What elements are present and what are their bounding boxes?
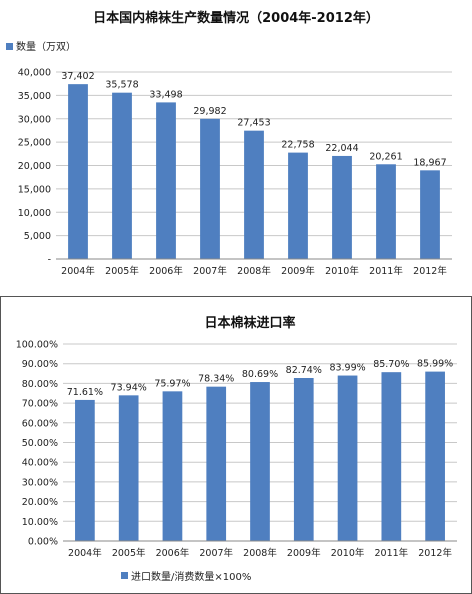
- c1-x-tick: 2008年: [237, 265, 271, 277]
- c1-x-tick: 2011年: [369, 265, 403, 277]
- c2-y-tick: 30.00%: [22, 477, 58, 488]
- c2-x-tick: 2008年: [243, 547, 277, 559]
- c1-x-tick: 2004年: [61, 265, 95, 277]
- c1-bar: [420, 170, 440, 259]
- c2-x-tick: 2006年: [156, 547, 190, 559]
- c2-bar: [293, 378, 314, 541]
- c2-data-label: 75.97%: [154, 378, 190, 389]
- c1-x-tick: 2012年: [413, 265, 447, 277]
- c1-data-label: 18,967: [413, 157, 446, 168]
- c1-data-label: 35,578: [105, 80, 138, 91]
- chart2-data-labels: 71.61% 73.94% 75.97% 78.34% 80.69% 82.74% 83.9…: [67, 359, 453, 398]
- chart-production: 日本国内棉袜生产数量情况（2004年-2012年） 数量（万双） - 5,000 1…: [6, 10, 452, 277]
- c1-data-label: 20,261: [369, 151, 402, 162]
- c2-bar: [162, 391, 183, 541]
- c1-y-tick: 25,000: [18, 138, 51, 149]
- c2-x-tick: 2010年: [331, 547, 365, 559]
- c2-data-label: 73.94%: [111, 382, 147, 393]
- c2-data-label: 83.99%: [329, 363, 365, 374]
- c1-y-tick: 30,000: [18, 114, 51, 125]
- chart2-bars: [75, 371, 445, 541]
- c2-y-tick: 70.00%: [22, 399, 58, 410]
- c1-bar: [288, 152, 308, 259]
- chart1-y-tick-labels: - 5,000 10,000 15,000 20,000 25,000 30,000 35,0…: [18, 68, 51, 266]
- c1-bar: [200, 118, 220, 259]
- c2-bar: [337, 375, 358, 541]
- c2-x-tick: 2009年: [287, 547, 321, 559]
- c1-y-tick: 35,000: [18, 91, 51, 102]
- c2-y-tick: 40.00%: [22, 458, 58, 469]
- c1-x-tick: 2005年: [105, 265, 139, 277]
- chart1-legend: 数量（万双）: [6, 40, 76, 53]
- c1-x-tick: 2010年: [325, 265, 359, 277]
- chart1-legend-label: 数量（万双）: [16, 40, 76, 53]
- c1-data-label: 27,453: [237, 118, 270, 129]
- chart2-legend: 进口数量/消费数量×100%: [121, 570, 251, 583]
- c1-x-tick: 2009年: [281, 265, 315, 277]
- c2-bar: [206, 386, 227, 541]
- chart2-legend-label: 进口数量/消费数量×100%: [131, 570, 251, 583]
- c1-y-tick: -: [48, 255, 51, 266]
- c2-bar: [425, 371, 445, 541]
- c1-bar: [156, 102, 176, 259]
- c2-y-tick: 100.00%: [16, 340, 58, 351]
- c2-y-tick: 50.00%: [22, 438, 58, 449]
- c2-data-label: 78.34%: [198, 374, 234, 385]
- c1-data-label: 29,982: [193, 106, 226, 117]
- chart2-x-tick-labels: 2004年 2005年 2006年 2007年 2008年 2009年 2010年 2011年…: [68, 547, 452, 559]
- c1-bar: [112, 92, 132, 259]
- c1-y-tick: 40,000: [18, 68, 51, 79]
- c1-y-tick: 5,000: [24, 231, 51, 242]
- c1-x-tick: 2006年: [149, 265, 183, 277]
- c2-data-label: 85.70%: [373, 359, 409, 370]
- c1-x-tick: 2007年: [193, 265, 227, 277]
- c2-bar: [118, 395, 139, 541]
- c1-y-tick: 10,000: [18, 208, 51, 219]
- c2-y-tick: 90.00%: [22, 359, 58, 370]
- c1-y-tick: 20,000: [18, 161, 51, 172]
- c2-x-tick: 2004年: [68, 547, 102, 559]
- c1-data-label: 33,498: [149, 89, 182, 100]
- c1-bar: [376, 164, 396, 259]
- chart1-title: 日本国内棉袜生产数量情况（2004年-2012年）: [93, 10, 379, 26]
- chart1-legend-swatch: [6, 43, 13, 50]
- c2-bar: [381, 372, 402, 541]
- c1-data-label: 22,758: [281, 140, 314, 151]
- chart1-bars: [68, 84, 440, 259]
- c2-y-tick: 80.00%: [22, 379, 58, 390]
- chart1-x-tick-labels: 2004年 2005年 2006年 2007年 2008年 2009年 2010年 2011年…: [61, 265, 447, 277]
- c2-y-tick: 0.00%: [28, 537, 58, 548]
- c1-data-label: 22,044: [325, 143, 358, 154]
- c2-data-label: 71.61%: [67, 387, 103, 398]
- c2-bar: [250, 382, 270, 541]
- chart2-title: 日本棉袜进口率: [204, 315, 295, 331]
- c1-bar: [244, 130, 264, 259]
- chart2-y-tick-labels: 0.00% 10.00% 20.00% 30.00% 40.00% 50.00% 60.00…: [16, 340, 58, 548]
- c1-data-label: 37,402: [61, 71, 94, 82]
- c2-x-tick: 2005年: [112, 547, 146, 559]
- chart1-data-labels: 37,402 35,578 33,498 29,982 27,453 22,758 22,0…: [61, 71, 446, 168]
- c2-x-tick: 2012年: [418, 547, 452, 559]
- c2-data-label: 85.99%: [417, 359, 453, 370]
- c2-x-tick: 2011年: [374, 547, 408, 559]
- c2-y-tick: 10.00%: [22, 517, 58, 528]
- c1-y-tick: 15,000: [18, 184, 51, 195]
- chart2-legend-swatch: [121, 572, 128, 579]
- chart-import-rate: 日本棉袜进口率 0.00% 10.00% 20.00% 30.00% 40.00% 50.…: [16, 315, 457, 583]
- c2-bar: [75, 399, 95, 541]
- c2-y-tick: 60.00%: [22, 418, 58, 429]
- c1-bar: [68, 84, 88, 259]
- c2-data-label: 80.69%: [242, 369, 278, 380]
- c1-bar: [332, 155, 352, 259]
- c2-y-tick: 20.00%: [22, 497, 58, 508]
- c2-data-label: 82.74%: [286, 365, 322, 376]
- c2-x-tick: 2007年: [199, 547, 233, 559]
